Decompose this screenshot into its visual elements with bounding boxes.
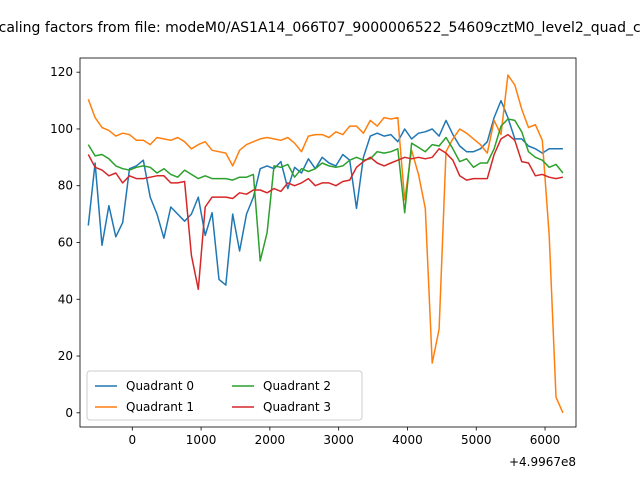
x-tick-label: 2000 [255, 433, 286, 447]
legend-label-quadrant-0: Quadrant 0 [126, 379, 194, 393]
legend-box [86, 370, 363, 421]
y-tick-label: 40 [58, 292, 73, 306]
chart-title: Plot of scaling factors from file: modeM… [0, 20, 640, 36]
x-tick-label: 0 [128, 433, 136, 447]
series-line-quadrant-0 [87, 99, 563, 286]
y-tick-label: 80 [58, 179, 73, 193]
x-tick-label: 6000 [530, 433, 561, 447]
axes-layer: 0 1000 2000 3000 4000 5000 6000 0 20 40 60 80 100 120 [50, 65, 560, 447]
series-line-quadrant-1 [87, 74, 564, 414]
x-tick-label: 1000 [186, 433, 217, 447]
y-tick-label: 0 [65, 406, 73, 420]
series-layer [87, 74, 564, 414]
legend: Quadrant 0 Quadrant 1 Quadrant 2 Quadrant 3 [86, 370, 363, 421]
legend-label-quadrant-1: Quadrant 1 [126, 400, 194, 414]
plot-frame [79, 57, 577, 428]
legend-label-quadrant-2: Quadrant 2 [263, 379, 331, 393]
series-line-quadrant-2 [87, 118, 564, 262]
legend-label-quadrant-3: Quadrant 3 [263, 400, 331, 414]
y-tick-label: 100 [50, 122, 73, 136]
x-tick-label: 3000 [323, 433, 354, 447]
x-tick-label: 4000 [392, 433, 423, 447]
y-tick-label: 120 [50, 65, 73, 79]
x-offset-label: +4.9967e8 [509, 455, 576, 469]
series-line-quadrant-3 [87, 133, 564, 291]
y-tick-label: 20 [58, 349, 73, 363]
x-tick-label: 5000 [461, 433, 492, 447]
y-tick-label: 60 [58, 236, 73, 250]
